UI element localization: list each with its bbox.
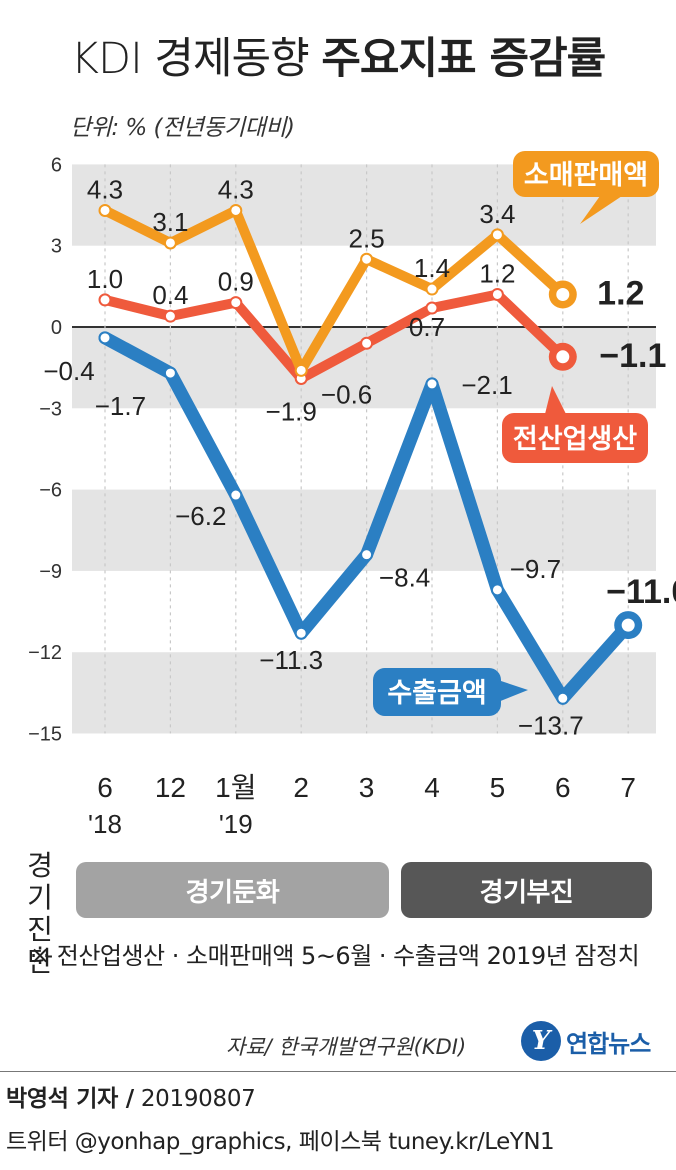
series-tag-pointer [580, 196, 622, 224]
data-point [229, 488, 243, 502]
data-point [229, 296, 243, 310]
series-tag-pointer [545, 386, 566, 414]
data-label: 3.4 [479, 199, 515, 229]
series-tag [502, 413, 648, 463]
y-tick-label: −3 [39, 398, 62, 420]
y-tick-label: −9 [39, 561, 62, 583]
footnote: ※ 전산업생산 · 소매판매액 5~6월 · 수출금액 2019년 잠정치 [30, 942, 640, 970]
x-tick-label: 12 [155, 772, 186, 803]
x-tick-label: 5 [490, 772, 506, 803]
data-point [98, 331, 112, 345]
byline: 박영석 기자 / 20190807 [6, 1079, 256, 1113]
chart-title: KDI 경제동향 주요지표 증감률 [0, 24, 676, 86]
x-tick-sublabel: '18 [88, 809, 122, 839]
x-tick-label: 7 [620, 772, 636, 803]
data-point [360, 252, 374, 266]
yonhap-logo: Y 연합뉴스 [521, 1021, 651, 1061]
data-point [294, 363, 308, 377]
data-label: −11.3 [259, 645, 323, 675]
data-point [294, 626, 308, 640]
x-tick-label: 2 [293, 772, 309, 803]
data-point [163, 236, 177, 250]
data-point [360, 548, 374, 562]
y-tick-label: −15 [28, 724, 62, 746]
data-label: −2.1 [461, 370, 512, 400]
data-point [360, 336, 374, 350]
x-tick-sublabel: '19 [219, 809, 253, 839]
yonhap-logo-text: 연합뉴스 [566, 1029, 651, 1058]
y-tick-label: 6 [51, 154, 62, 176]
y-tick-label: −12 [28, 642, 62, 664]
diagnosis-label: 경기 진단 [27, 849, 53, 978]
title-part1: KDI 경제동향 [70, 34, 310, 84]
data-label: −8.4 [379, 563, 430, 593]
data-label: −1.7 [95, 391, 146, 421]
data-point [163, 309, 177, 323]
divider [0, 1071, 676, 1072]
x-tick-label: 1월 [215, 772, 256, 803]
series-tag-pointer [498, 680, 528, 702]
x-tick-label: 6 [555, 772, 571, 803]
line-chart: 6 3 0 −3 −6 −9 −12 −15 6 '18 12 1월 '19 2 3 4 5 6 7 4.3 3.1… [28, 151, 676, 839]
data-label: 1.4 [414, 253, 450, 283]
data-point-end-center [556, 350, 570, 364]
data-point [490, 228, 504, 242]
series-line [100, 205, 568, 376]
data-point [556, 691, 570, 705]
data-point [98, 293, 112, 307]
data-point [229, 203, 243, 217]
data-label: −1.9 [266, 396, 317, 426]
series-line [100, 289, 568, 384]
x-tick-label: 4 [424, 772, 440, 803]
data-label: 1.2 [597, 274, 644, 312]
data-label: 0.9 [218, 267, 254, 297]
data-label: −1.1 [599, 337, 666, 375]
source: 자료/ 한국개발연구원(KDI) [226, 1035, 467, 1059]
yonhap-logo-mark: Y [521, 1021, 561, 1061]
data-point [490, 583, 504, 597]
x-tick-label: 6 [97, 772, 113, 803]
byline-date: 20190807 [140, 1086, 256, 1112]
diagnosis-slump: 경기부진 [401, 862, 652, 918]
y-tick-label: −6 [39, 480, 62, 502]
data-label: 4.3 [87, 174, 123, 204]
data-label: −13.7 [518, 710, 584, 740]
data-label: 4.3 [218, 174, 254, 204]
data-point [98, 203, 112, 217]
data-point-end-center [621, 618, 635, 632]
series-tag [513, 151, 659, 197]
series-tag-label: 전산업생산 [513, 424, 637, 455]
data-point [425, 301, 439, 315]
data-label: 2.5 [349, 223, 385, 253]
data-point [425, 377, 439, 391]
unit-note: 단위: % (전년동기대비) [70, 115, 295, 141]
data-label: −0.4 [43, 356, 94, 386]
data-label: −9.7 [510, 554, 561, 584]
series-tag [373, 668, 501, 716]
data-point [490, 287, 504, 301]
data-label: −11.0 [606, 573, 676, 611]
data-label: 1.0 [87, 264, 123, 294]
data-label: 1.2 [479, 258, 515, 288]
x-tick-label: 3 [359, 772, 375, 803]
data-point-end-center [556, 287, 570, 301]
y-tick-label: 3 [51, 236, 62, 258]
series-tag-label: 수출금액 [387, 678, 486, 709]
title-part2: 주요지표 증감률 [321, 34, 606, 84]
series-tag-label: 소매판매액 [524, 160, 648, 191]
data-label: 0.4 [152, 280, 188, 310]
data-label: −6.2 [175, 501, 226, 531]
data-label: 3.1 [152, 207, 188, 237]
social-links: 트위터 @yonhap_graphics, 페이스북 tuney.kr/LeYN… [6, 1129, 555, 1155]
y-tick-label: 0 [51, 317, 62, 339]
data-point [163, 366, 177, 380]
byline-name: 박영석 기자 / [6, 1086, 134, 1112]
data-point [425, 282, 439, 296]
diagnosis-slowdown: 경기둔화 [76, 862, 389, 918]
data-label: 0.7 [409, 312, 445, 342]
data-label: −0.6 [321, 379, 372, 409]
